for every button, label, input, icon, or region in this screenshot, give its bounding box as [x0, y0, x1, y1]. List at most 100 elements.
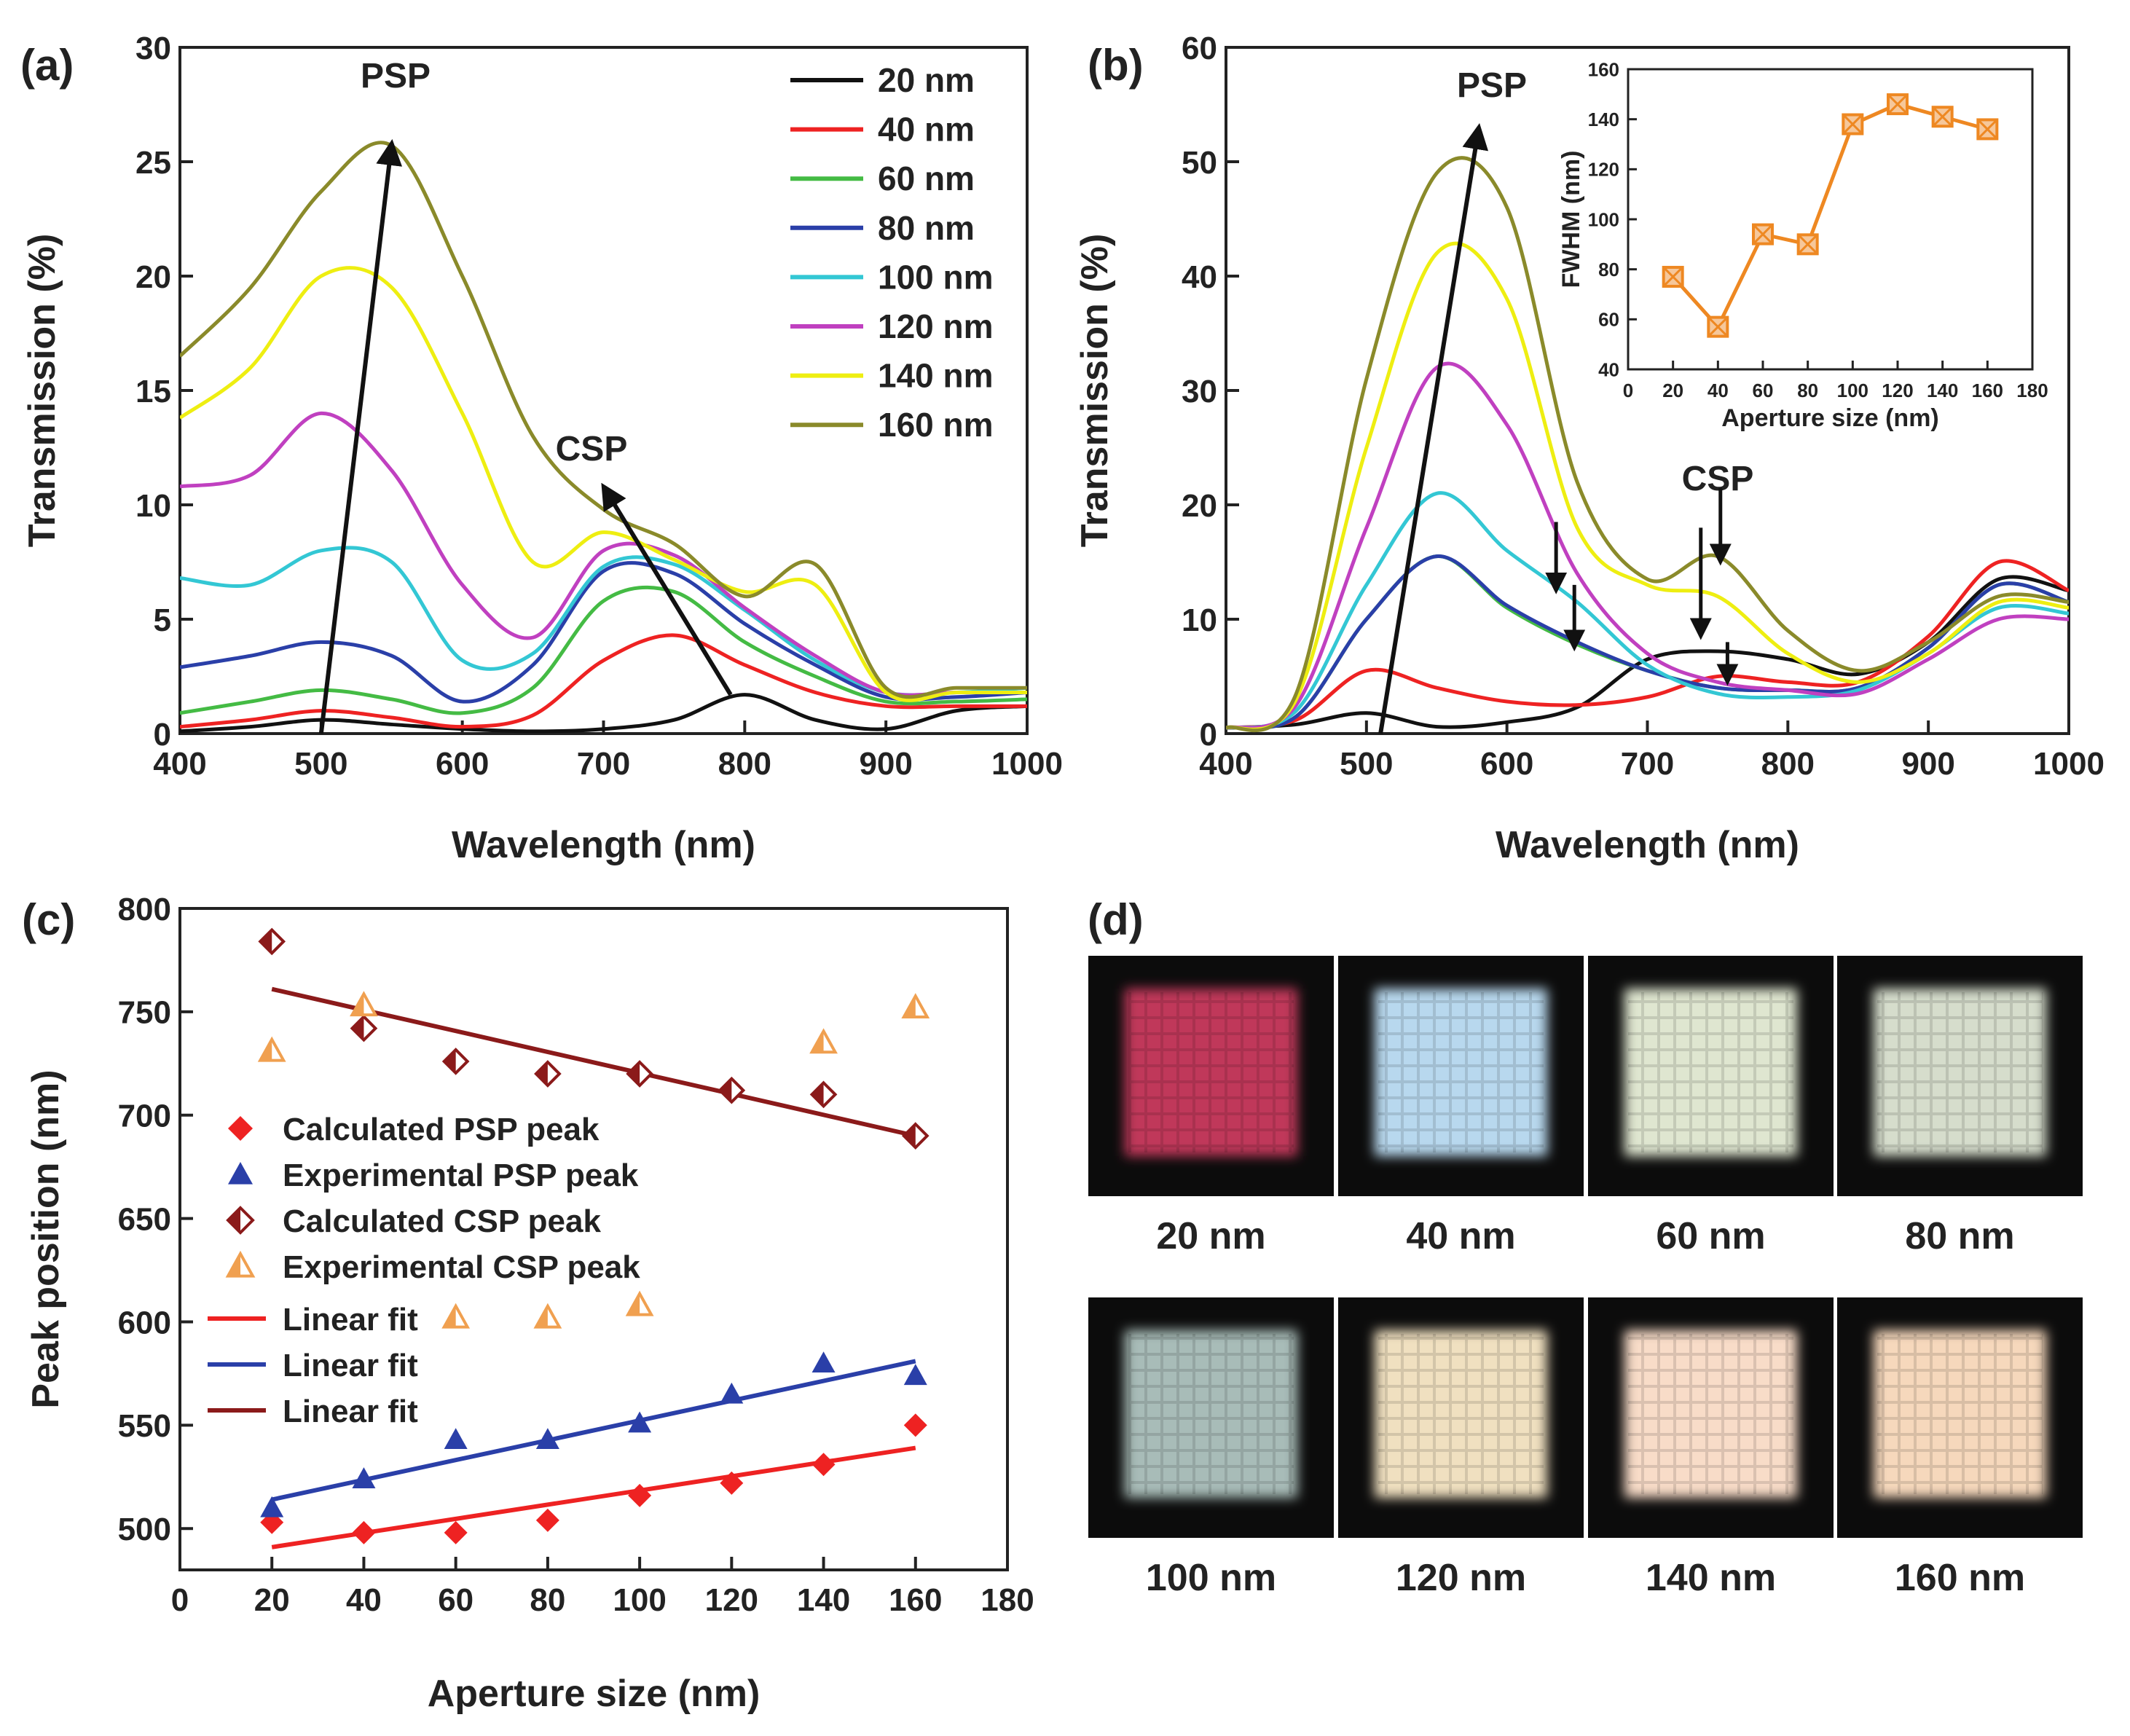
- scatter-point: [811, 1453, 836, 1477]
- series-line-160nm: [1226, 156, 2069, 733]
- fit-line: [271, 1359, 916, 1502]
- fwhm-marker: [1887, 93, 1909, 116]
- y-tick-label: 5: [154, 602, 171, 638]
- scatter-point: [903, 1413, 927, 1437]
- x-tick-label: 400: [153, 746, 206, 782]
- marker-shape: [903, 1413, 927, 1437]
- x-tick-label: 80: [530, 1582, 565, 1618]
- sample-photo: 40 nm: [1338, 956, 1584, 1257]
- scatter-point: [260, 1496, 284, 1517]
- scatter-point: [720, 1382, 744, 1404]
- scatter-point: [809, 1028, 838, 1054]
- legend-label: Calculated PSP peak: [283, 1112, 600, 1147]
- x-tick-label: 100: [613, 1582, 666, 1618]
- fwhm-marker: [1931, 106, 1954, 128]
- marker-fill: [628, 1293, 640, 1315]
- marker-shape: [352, 1467, 376, 1488]
- y-tick-label: 20: [1182, 488, 1217, 524]
- scatter-point: [441, 1303, 471, 1329]
- x-tick-label: 100: [1837, 380, 1868, 401]
- fit-line: [271, 1445, 916, 1550]
- scatter-point: [441, 1048, 470, 1075]
- photo-grid: [1877, 992, 2043, 1152]
- x-tick-label: 800: [718, 746, 771, 782]
- x-tick-label: 500: [294, 746, 347, 782]
- y-tick-label: 25: [135, 145, 171, 181]
- marker-fill: [444, 1049, 456, 1073]
- x-tick-label: 80: [1797, 380, 1818, 401]
- y-axis-title: Peak position (nm): [25, 1069, 67, 1408]
- x-tick-label: 20: [254, 1582, 290, 1618]
- x-axis-title: Aperture size (nm): [1721, 404, 1939, 432]
- legend: Calculated PSP peak Experimental PSP peak…: [208, 1112, 640, 1429]
- scatter-point: [350, 1014, 378, 1042]
- x-tick-label: 160: [1972, 380, 2003, 401]
- legend-marker: [225, 1250, 256, 1278]
- x-tick-label: 1000: [2033, 746, 2105, 782]
- series-line-80nm: [1226, 554, 2069, 731]
- series-line-160nm: [180, 141, 1027, 699]
- x-tick-label: 800: [1761, 746, 1815, 782]
- marker-shape: [903, 1364, 927, 1386]
- photo-caption: 20 nm: [1156, 1215, 1265, 1257]
- sample-photo: 20 nm: [1088, 956, 1334, 1257]
- legend-label: Experimental CSP peak: [283, 1249, 640, 1285]
- y-tick-label: 160: [1588, 58, 1619, 80]
- x-axis-title: Aperture size (nm): [428, 1673, 761, 1715]
- legend-label: 120 nm: [878, 307, 994, 345]
- x-tick-label: 600: [436, 746, 489, 782]
- marker-shape: [228, 1162, 253, 1185]
- scatter-point: [628, 1483, 652, 1507]
- sample-photo: 120 nm: [1338, 1297, 1584, 1599]
- x-tick-label: 180: [2016, 380, 2048, 401]
- sample-photo: 80 nm: [1837, 956, 2083, 1257]
- sample-photo: 140 nm: [1588, 1297, 1834, 1599]
- x-tick-label: 700: [1621, 746, 1674, 782]
- y-tick-label: 140: [1588, 109, 1619, 130]
- scatter-point: [444, 1520, 468, 1544]
- photo-caption: 120 nm: [1396, 1557, 1526, 1599]
- scatter-point: [903, 1364, 927, 1386]
- legend-label: 20 nm: [878, 61, 975, 99]
- panel-label-d: (d): [1088, 895, 1144, 944]
- legend-marker: [226, 1206, 255, 1235]
- marker-fill: [228, 1208, 240, 1233]
- x-tick-label: 400: [1199, 746, 1252, 782]
- y-axis-title: FWHM (nm): [1557, 151, 1585, 288]
- y-tick-label: 10: [1182, 602, 1217, 638]
- marker-fill: [444, 1305, 456, 1327]
- photo-grid: [1128, 1334, 1294, 1494]
- legend-label: Linear fit: [283, 1302, 418, 1338]
- y-tick-label: 100: [1588, 208, 1619, 230]
- fwhm-marker: [1752, 223, 1774, 246]
- scatter-point: [901, 1122, 930, 1150]
- panel-label-a: (a): [20, 41, 74, 90]
- y-tick-label: 500: [118, 1512, 171, 1547]
- y-tick-label: 750: [118, 995, 171, 1031]
- y-tick-label: 50: [1182, 145, 1217, 181]
- x-tick-label: 20: [1662, 380, 1683, 401]
- fwhm-marker-cross: [1932, 106, 1953, 127]
- scatter-point: [352, 1467, 376, 1488]
- photo-grid: [1628, 992, 1793, 1152]
- series-line-120nm: [180, 411, 1027, 697]
- marker-fill: [628, 1062, 640, 1085]
- x-tick-label: 120: [1882, 380, 1913, 401]
- legend-marker: [228, 1116, 253, 1141]
- panel-label-c: (c): [22, 895, 75, 944]
- annotation-csp: CSP: [556, 430, 628, 468]
- fwhm-marker: [1842, 113, 1864, 135]
- marker-fill: [720, 1078, 732, 1102]
- fit-line: [271, 986, 916, 1139]
- y-tick-label: 40: [1182, 259, 1217, 295]
- marker-fill: [535, 1305, 548, 1327]
- x-tick-label: 60: [438, 1582, 473, 1618]
- legend-label: Experimental PSP peak: [283, 1158, 639, 1193]
- photo-grid: [1877, 1334, 2043, 1494]
- y-tick-label: 40: [1598, 358, 1619, 380]
- marker-shape: [535, 1428, 559, 1450]
- plot-frame: [178, 907, 1009, 1571]
- sample-photo: 160 nm: [1837, 1297, 2083, 1599]
- photo-caption: 160 nm: [1895, 1557, 2025, 1599]
- x-tick-label: 40: [346, 1582, 382, 1618]
